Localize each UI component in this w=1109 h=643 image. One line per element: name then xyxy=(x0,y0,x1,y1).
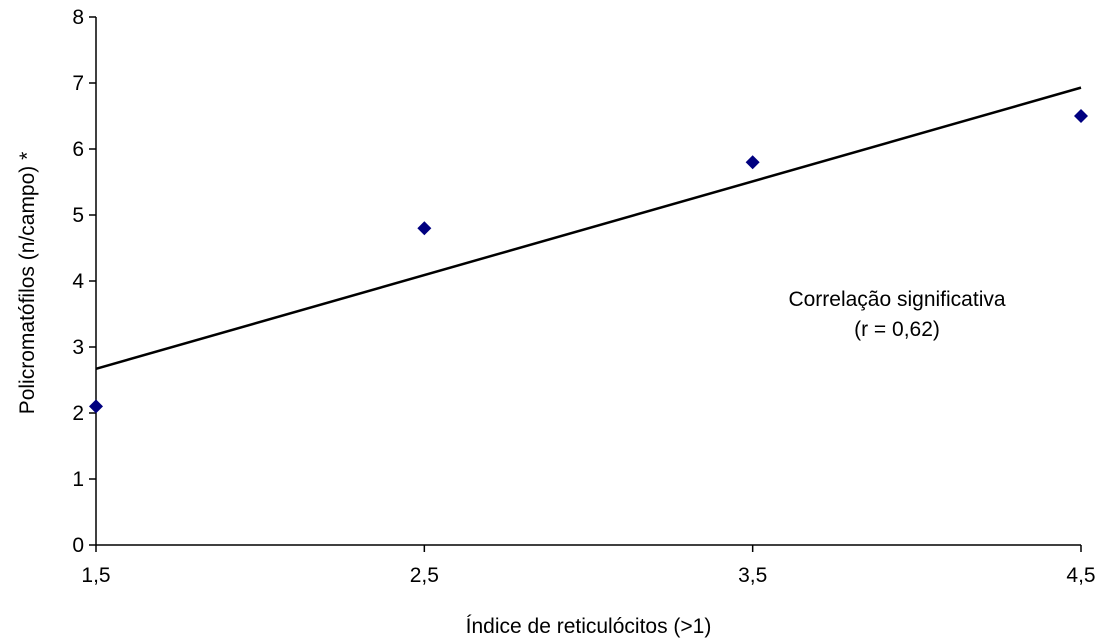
y-axis-title: Policromatófilos (n/campo) * xyxy=(16,152,39,415)
data-points xyxy=(89,109,1088,414)
trendline xyxy=(95,86,1082,370)
x-tick-label: 1,5 xyxy=(81,564,110,587)
y-tick-label: 5 xyxy=(72,204,84,227)
x-tick-label: 3,5 xyxy=(738,564,767,587)
data-point xyxy=(745,155,760,170)
y-tick-label: 6 xyxy=(72,138,84,161)
y-tick-label: 7 xyxy=(72,72,84,95)
y-tick-label: 8 xyxy=(72,6,84,29)
x-axis-title: Índice de reticulócitos (>1) xyxy=(466,615,712,638)
x-ticks: 1,5 2,5 3,5 4,5 xyxy=(81,545,1096,587)
x-tick-label: 4,5 xyxy=(1066,564,1095,587)
y-ticks: 0 1 2 3 4 5 6 7 8 xyxy=(72,6,96,557)
y-tick-label: 1 xyxy=(72,468,84,491)
y-tick-label: 2 xyxy=(72,402,84,425)
x-tick-label: 2,5 xyxy=(410,564,439,587)
annotation-line-2: (r = 0,62) xyxy=(854,318,940,341)
trendline-group xyxy=(95,86,1082,370)
annotation-line-1: Correlação significativa xyxy=(788,288,1005,311)
data-point xyxy=(89,399,103,414)
axes xyxy=(95,17,1081,546)
data-point xyxy=(417,221,432,236)
y-tick-label: 4 xyxy=(72,270,84,293)
y-tick-label: 0 xyxy=(72,534,84,557)
data-point xyxy=(1074,109,1088,123)
y-tick-label: 3 xyxy=(72,336,84,359)
